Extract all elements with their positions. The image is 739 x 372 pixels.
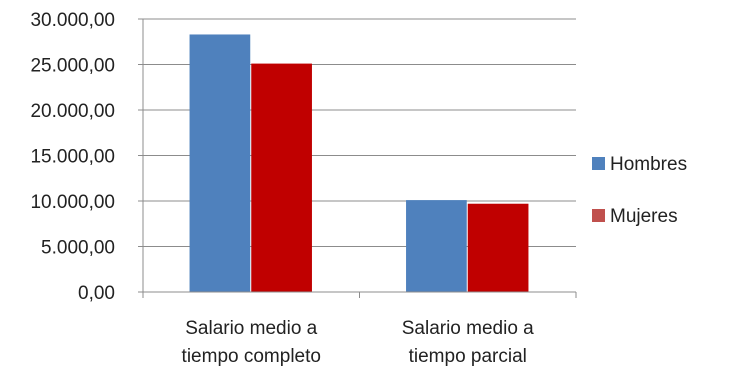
category-label: Salario medio a bbox=[402, 318, 534, 339]
category-label: tiempo parcial bbox=[409, 346, 527, 367]
category-label: tiempo completo bbox=[182, 346, 321, 367]
y-tick-label: 20.000,00 bbox=[30, 101, 115, 122]
y-tick-label: 30.000,00 bbox=[30, 10, 115, 31]
bar-mujeres-2 bbox=[467, 203, 529, 292]
y-tick-label: 5.000,00 bbox=[41, 238, 115, 259]
bar-hombres-2 bbox=[406, 200, 467, 292]
bars bbox=[189, 34, 529, 293]
axes bbox=[138, 18, 577, 298]
bar-mujeres-1 bbox=[251, 63, 312, 293]
legend-label-hombres: Hombres bbox=[610, 154, 687, 175]
y-tick-labels: 0,00 5.000,00 10.000,00 15.000,00 20.000,00 2… bbox=[30, 10, 115, 304]
y-tick-label: 10.000,00 bbox=[30, 192, 115, 213]
y-tick-label: 25.000,00 bbox=[30, 56, 115, 77]
category-label: Salario medio a bbox=[185, 318, 317, 339]
y-tick-label: 0,00 bbox=[78, 283, 115, 304]
y-tick-label: 15.000,00 bbox=[30, 147, 115, 168]
category-labels: Salario medio a tiempo completo Salario me… bbox=[182, 318, 535, 367]
bar-hombres-1 bbox=[189, 34, 251, 292]
legend-label-mujeres: Mujeres bbox=[610, 206, 678, 227]
legend-swatch-hombres bbox=[592, 157, 605, 170]
legend-swatch-mujeres bbox=[592, 209, 605, 222]
legend: Hombres Mujeres bbox=[592, 154, 687, 227]
